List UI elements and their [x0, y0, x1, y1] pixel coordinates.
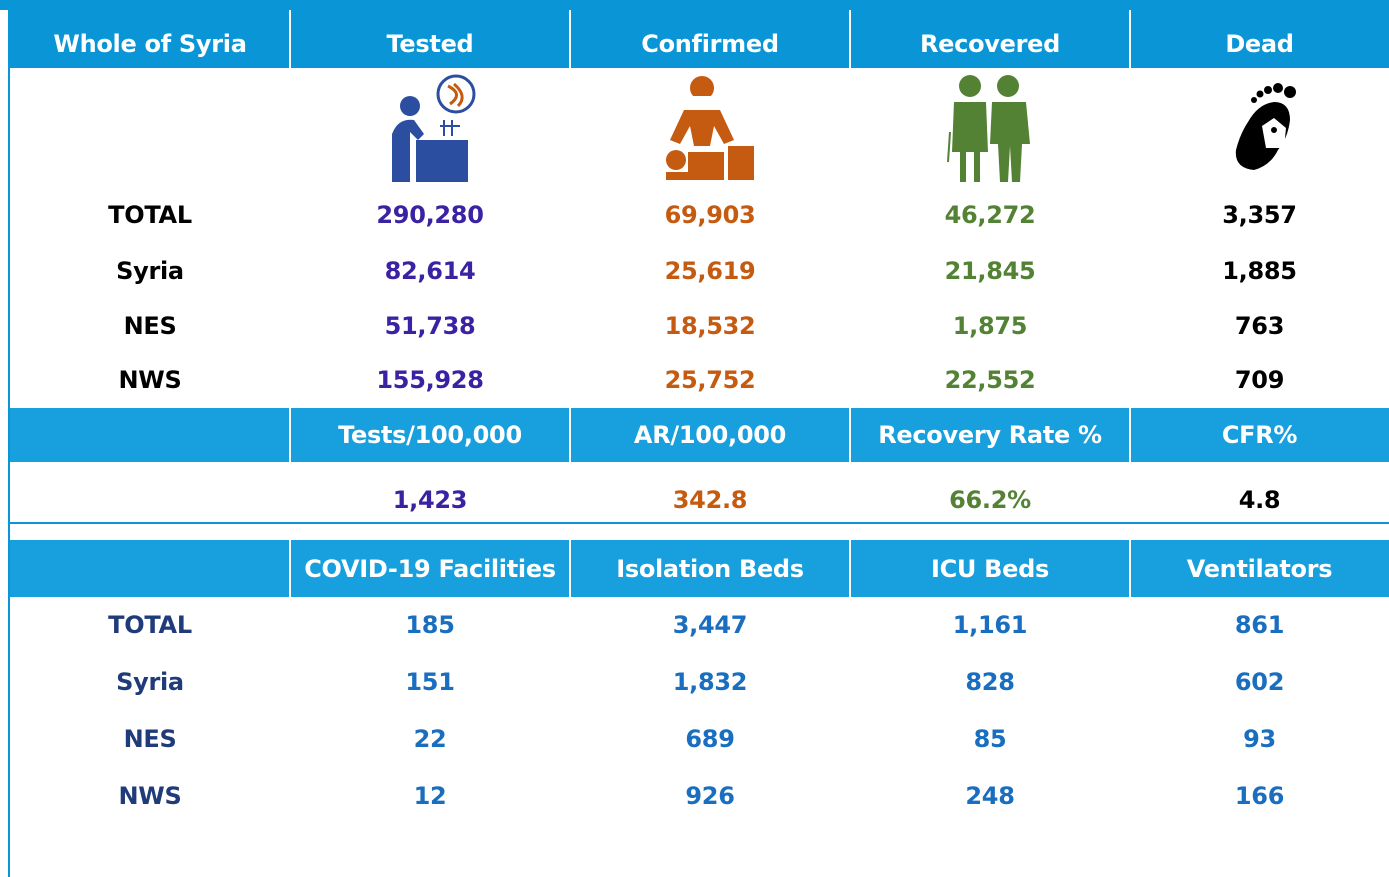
value-cell: 763	[1130, 304, 1389, 348]
recovered-icon	[944, 72, 1036, 184]
value-cell: 22,552	[850, 358, 1130, 402]
value-cell: 4.8	[1130, 478, 1389, 522]
header-cell: ICU Beds	[850, 547, 1130, 591]
confirmed-icon	[662, 74, 760, 182]
value-cell: 46,272	[850, 193, 1130, 237]
row-label: NES	[10, 717, 290, 761]
value-cell: 828	[850, 660, 1130, 704]
value-cell: 689	[570, 717, 850, 761]
value-cell: 1,832	[570, 660, 850, 704]
value-cell: 155,928	[290, 358, 570, 402]
value-cell: 709	[1130, 358, 1389, 402]
value-cell: 18,532	[570, 304, 850, 348]
value-cell: 926	[570, 774, 850, 818]
value-cell: 21,845	[850, 249, 1130, 293]
header-cell: Ventilators	[1130, 547, 1389, 591]
value-cell: 166	[1130, 774, 1389, 818]
header-cell: Tested	[290, 22, 570, 66]
divider	[8, 522, 1389, 524]
value-cell: 69,903	[570, 193, 850, 237]
value-cell: 151	[290, 660, 570, 704]
top-border	[0, 0, 1389, 10]
value-cell: 51,738	[290, 304, 570, 348]
row-label: NWS	[10, 774, 290, 818]
header-cell: Recovery Rate %	[850, 413, 1130, 457]
page: (() => { const data = JSON.parse(documen…	[0, 0, 1389, 877]
dead-icon	[1228, 80, 1308, 172]
value-cell: 342.8	[570, 478, 850, 522]
header-cell: Tests/100,000	[290, 413, 570, 457]
value-cell: 22	[290, 717, 570, 761]
header-cell: Whole of Syria	[10, 22, 290, 66]
header-cell: COVID-19 Facilities	[290, 547, 570, 591]
value-cell: 12	[290, 774, 570, 818]
value-cell: 82,614	[290, 249, 570, 293]
row-label: NES	[10, 304, 290, 348]
value-cell: 248	[850, 774, 1130, 818]
value-cell: 185	[290, 603, 570, 647]
header-cell: Isolation Beds	[570, 547, 850, 591]
value-cell: 602	[1130, 660, 1389, 704]
value-cell: 1,885	[1130, 249, 1389, 293]
header-cell: Recovered	[850, 22, 1130, 66]
row-label: NWS	[10, 358, 290, 402]
header-cell: AR/100,000	[570, 413, 850, 457]
header-cell: Dead	[1130, 22, 1389, 66]
row-label: TOTAL	[10, 603, 290, 647]
value-cell: 25,619	[570, 249, 850, 293]
value-cell: 85	[850, 717, 1130, 761]
value-cell: 25,752	[570, 358, 850, 402]
value-cell: 1,423	[290, 478, 570, 522]
value-cell: 290,280	[290, 193, 570, 237]
value-cell: 1,161	[850, 603, 1130, 647]
tested-icon	[380, 74, 480, 184]
header-cell: CFR%	[1130, 413, 1389, 457]
row-label: Syria	[10, 249, 290, 293]
value-cell: 3,357	[1130, 193, 1389, 237]
row-label: TOTAL	[10, 193, 290, 237]
value-cell: 93	[1130, 717, 1389, 761]
value-cell: 3,447	[570, 603, 850, 647]
value-cell: 1,875	[850, 304, 1130, 348]
header-cell: Confirmed	[570, 22, 850, 66]
value-cell: 66.2%	[850, 478, 1130, 522]
value-cell: 861	[1130, 603, 1389, 647]
row-label: Syria	[10, 660, 290, 704]
